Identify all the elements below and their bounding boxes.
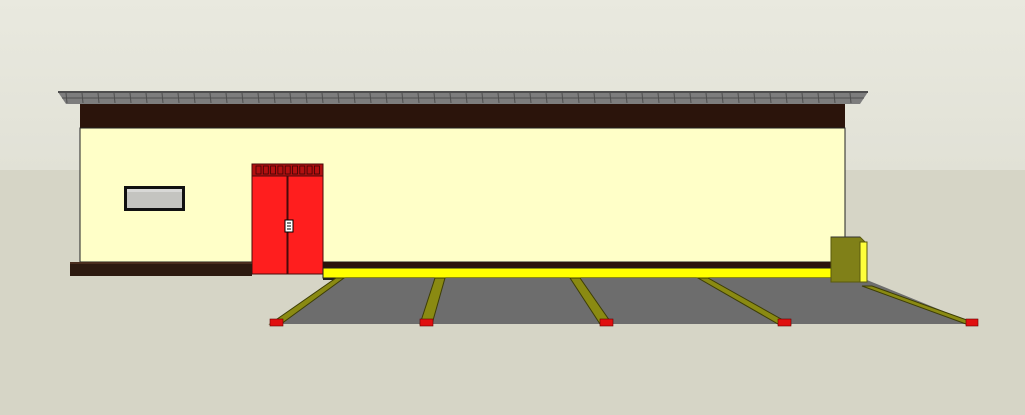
roof-rib xyxy=(497,92,500,104)
wheel-stop-block xyxy=(419,318,434,327)
door-sign-glyph xyxy=(313,165,320,175)
loading-shed xyxy=(830,236,868,283)
roof-rib xyxy=(753,92,756,104)
roof-rib xyxy=(145,92,148,104)
roof-rib xyxy=(417,92,420,104)
roof-rib xyxy=(465,92,468,104)
roof-rib xyxy=(113,92,116,104)
wall-plinth xyxy=(70,262,252,276)
parking-lot xyxy=(272,278,975,324)
parking-stripes xyxy=(268,277,979,327)
roof-rib xyxy=(609,92,612,104)
roof-rib xyxy=(513,92,516,104)
roof-rib xyxy=(257,92,260,104)
roof-rib xyxy=(673,92,676,104)
roof-rib xyxy=(241,92,244,104)
roof-rib xyxy=(81,92,84,104)
roof-fascia xyxy=(80,104,845,128)
roof-rib xyxy=(657,92,660,104)
door-sign-glyph xyxy=(299,165,306,175)
roof-rib xyxy=(129,92,132,104)
door-sign-glyph xyxy=(284,165,291,175)
roof-rib xyxy=(833,92,836,104)
door-sign-glyph xyxy=(306,165,313,175)
curb-strip xyxy=(322,262,834,280)
roof-rib xyxy=(433,92,436,104)
roof-rib xyxy=(721,92,724,104)
roof-rib xyxy=(161,92,164,104)
wheel-stop-block xyxy=(599,318,614,327)
roof-rib xyxy=(321,92,324,104)
roof-rib xyxy=(225,92,228,104)
roof xyxy=(58,91,868,104)
roof-rib xyxy=(177,92,180,104)
roof-rib xyxy=(593,92,596,104)
roof-rib xyxy=(273,92,276,104)
wheel-stop-block xyxy=(777,318,792,327)
roof-rib xyxy=(769,92,772,104)
roof-rib xyxy=(785,92,788,104)
wall-window xyxy=(124,186,185,211)
roof-ribs xyxy=(65,92,852,104)
building-wall xyxy=(79,127,846,263)
roof-rib xyxy=(209,92,212,104)
roof-rib xyxy=(801,92,804,104)
roof-rib xyxy=(353,92,356,104)
door-handle-icon[interactable] xyxy=(284,219,294,233)
roof-rib xyxy=(385,92,388,104)
double-door[interactable] xyxy=(251,163,324,275)
door-left-leaf[interactable] xyxy=(251,175,288,275)
roof-rib xyxy=(481,92,484,104)
roof-rib xyxy=(337,92,340,104)
roof-rib xyxy=(625,92,628,104)
door-right-leaf[interactable] xyxy=(287,175,324,275)
roof-rib xyxy=(193,92,196,104)
door-sign-glyph xyxy=(292,165,298,175)
door-header-sign xyxy=(255,165,320,175)
door-sign-glyph xyxy=(277,165,284,175)
roof-rib xyxy=(305,92,308,104)
roof-rib xyxy=(545,92,548,104)
roof-rib xyxy=(689,92,692,104)
roof-rib xyxy=(817,92,820,104)
door-sign-glyph xyxy=(262,165,269,175)
roof-rib xyxy=(369,92,372,104)
roof-rib xyxy=(577,92,580,104)
roof-rib xyxy=(737,92,740,104)
roof-rib xyxy=(529,92,532,104)
wheel-stop-block xyxy=(965,318,979,327)
roof-rib xyxy=(705,92,708,104)
roof-rib xyxy=(401,92,404,104)
roof-rib xyxy=(97,92,100,104)
door-sign-glyph xyxy=(255,165,262,175)
door-sign-glyph xyxy=(270,165,277,175)
roof-rib xyxy=(641,92,644,104)
roof-rib xyxy=(561,92,564,104)
roof-rib xyxy=(289,92,292,104)
roof-rib xyxy=(849,92,852,104)
wheel-stop-block xyxy=(269,318,284,327)
roof-rib xyxy=(65,92,68,104)
roof-rib xyxy=(449,92,452,104)
